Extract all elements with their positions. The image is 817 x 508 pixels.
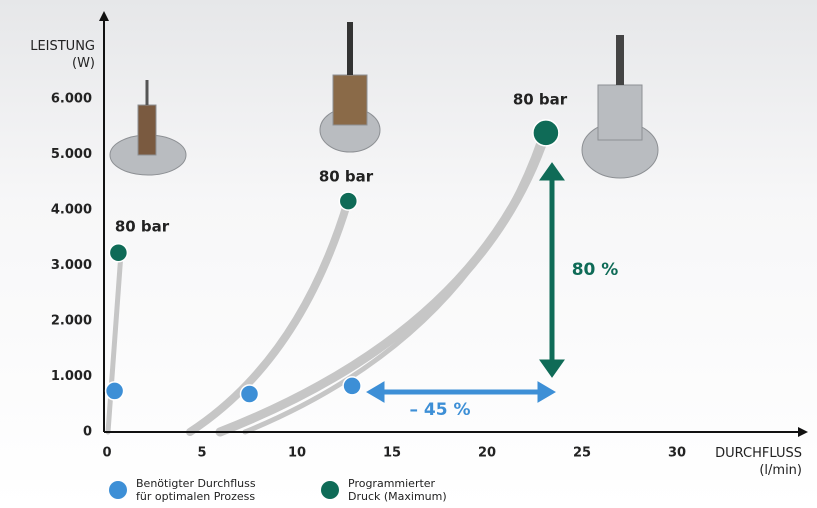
annotation: 80 % (572, 260, 619, 280)
chart: 0 1.000 2.000 3.000 4.000 5.000 6.000 0 5 10 15 20 2… (0, 0, 817, 508)
x-tick-label: 10 (288, 446, 306, 461)
point (339, 192, 357, 210)
annotation: 80 bar (115, 218, 170, 236)
blue-arrow (367, 382, 555, 402)
x-axis-arrow (798, 427, 808, 437)
legend-label: Programmierter Druck (Maximum) (348, 477, 463, 503)
tools (110, 22, 658, 178)
point (533, 120, 559, 146)
page: 0 1.000 2.000 3.000 4.000 5.000 6.000 0 5 10 15 20 2… (0, 0, 817, 508)
legend-marker (321, 481, 339, 499)
y-tick-label: 5.000 (51, 147, 92, 162)
y-tick-label: 6.000 (51, 92, 92, 107)
y-axis-label: LEISTUNG (W) (10, 38, 95, 72)
x-tick-label: 25 (573, 446, 591, 461)
x-tick-label: 30 (668, 446, 686, 461)
y-tick-label: 2.000 (51, 314, 92, 329)
y-tick-label: 4.000 (51, 203, 92, 218)
y-tick-label: 3.000 (51, 258, 92, 273)
annotation: 80 bar (513, 91, 568, 109)
x-tick-label: 5 (197, 446, 206, 461)
annotation: 80 bar (319, 168, 374, 186)
point (343, 377, 361, 395)
y-tick-label: 1.000 (51, 369, 92, 384)
annotation: – 45 % (409, 400, 470, 420)
point (241, 385, 259, 403)
y-axis-arrow (99, 11, 109, 21)
x-tick-label: 15 (383, 446, 401, 461)
green-arrow (540, 163, 564, 377)
legend-label: Benötigter Durchfluss für optimalen Proz… (136, 477, 261, 503)
x-axis-label: DURCHFLUSS (l/min) (690, 445, 802, 479)
point (106, 382, 124, 400)
y-tick-label: 0 (83, 425, 92, 440)
x-tick-label: 20 (478, 446, 496, 461)
x-tick-label: 0 (102, 446, 111, 461)
legend-marker (109, 481, 127, 499)
point (109, 244, 127, 262)
